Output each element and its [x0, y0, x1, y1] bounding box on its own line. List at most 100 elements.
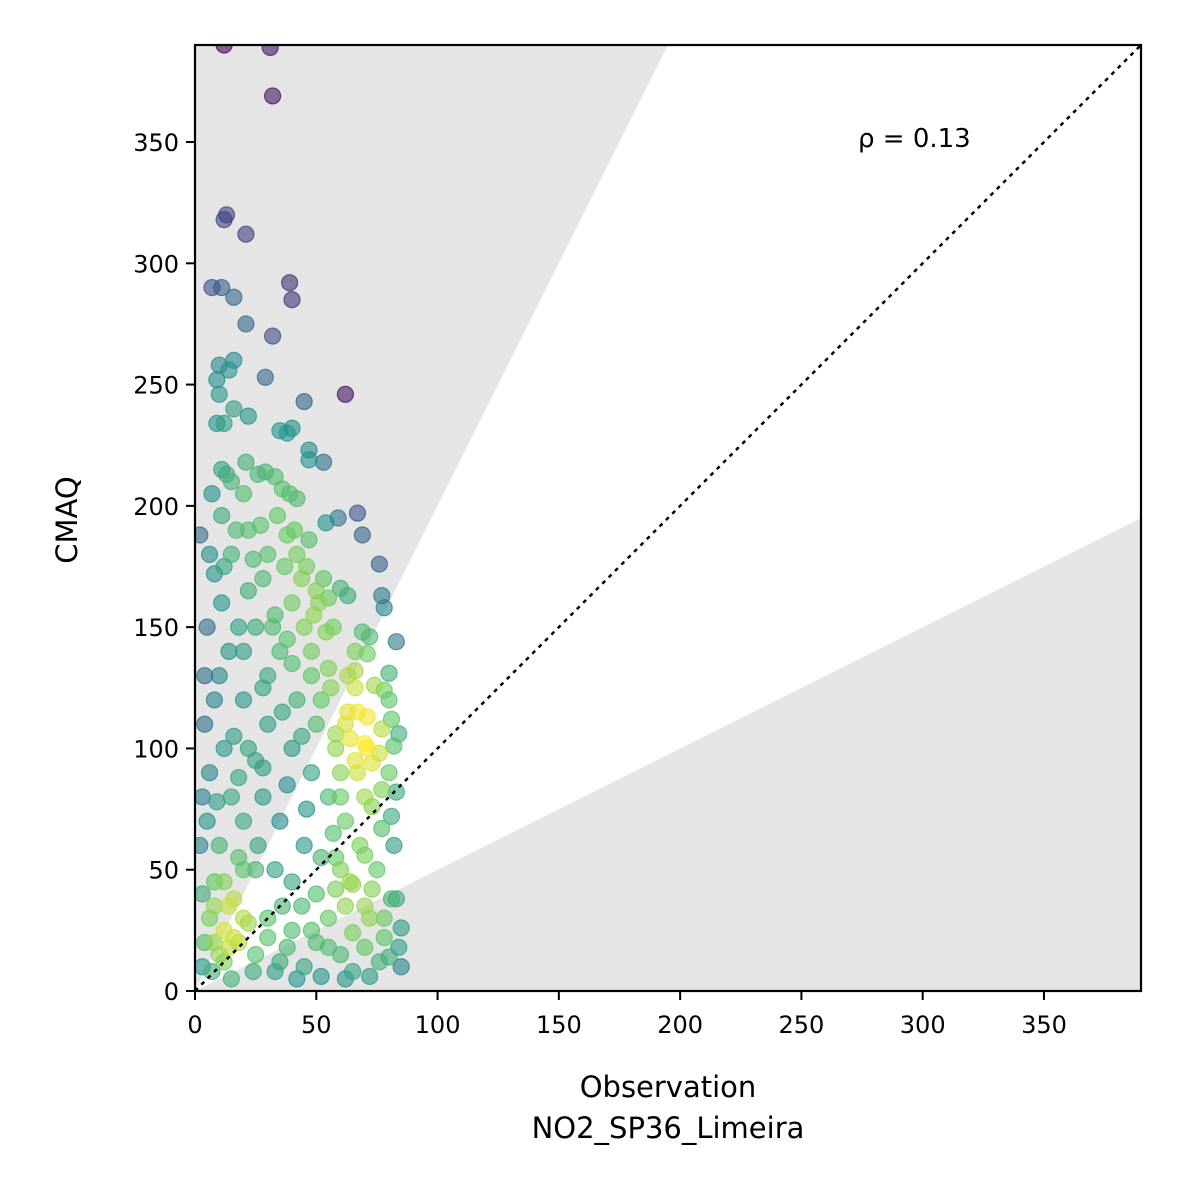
scatter-point [380, 664, 398, 682]
x-tick-label: 300 [900, 1011, 946, 1039]
scatter-point [196, 715, 214, 733]
scatter-point [375, 909, 393, 927]
scatter-point [293, 897, 311, 915]
scatter-point [234, 485, 253, 503]
scatter-point [215, 414, 233, 432]
scatter-point [348, 504, 367, 522]
scatter-point [259, 667, 277, 685]
scatter-point [331, 861, 350, 879]
scatter-point [203, 962, 221, 981]
scatter-point [295, 958, 313, 976]
scatter-point [297, 800, 316, 818]
scatter-point [295, 836, 313, 855]
scatter-point [273, 897, 291, 915]
x-tick-label: 150 [536, 1011, 582, 1039]
scatter-point [324, 824, 342, 842]
scatter-point [256, 368, 274, 386]
shaded-band-0 [195, 45, 668, 991]
scatter-point [234, 642, 253, 661]
x-axis: 0 50 100 150 200 250 300 350 [187, 991, 1067, 1039]
y-tick-label: 200 [133, 493, 179, 521]
scatter-point [222, 788, 240, 806]
scatter-point [283, 739, 301, 758]
scatter-point [259, 929, 277, 947]
scatter-point [234, 691, 253, 709]
scatter-point [312, 848, 330, 867]
scatter-point [382, 807, 401, 825]
x-tick-label: 250 [779, 1011, 825, 1039]
y-axis: 0 50 100 150 200 250 300 350 [133, 129, 195, 1006]
scatter-point [259, 545, 277, 563]
annotation-rho: ρ = 0.13 [858, 124, 971, 154]
scatter-point [198, 618, 216, 636]
scatter-point [261, 45, 279, 57]
scatter-point [336, 812, 354, 830]
x-tick-label: 200 [657, 1011, 703, 1039]
scatter-point [300, 451, 318, 469]
scatter-point [237, 453, 255, 471]
scatter-point [288, 545, 306, 563]
scatter-point [205, 691, 224, 709]
scatter-point [205, 897, 224, 915]
scatter-point [220, 897, 238, 915]
scatter-point [213, 278, 231, 297]
scatter-point [266, 606, 284, 624]
scatter-point [281, 274, 299, 292]
scatter-point [244, 962, 262, 981]
scatter-point [295, 392, 313, 411]
scatter-point [210, 667, 228, 685]
scatter-point [215, 921, 233, 939]
scatter-point [215, 739, 233, 758]
scatter-point [302, 764, 321, 782]
scatter-point [307, 715, 325, 733]
scatter-point [346, 679, 364, 697]
scatter-point [380, 764, 398, 782]
scatter-point [317, 623, 335, 641]
scatter-point [356, 938, 374, 956]
scatter-point [266, 861, 284, 879]
scatter-point [368, 861, 386, 879]
scatter-point [215, 45, 233, 54]
scatter-point [327, 880, 345, 898]
scatter-point [305, 606, 323, 624]
scatter-point [283, 594, 301, 612]
scatter-point [225, 727, 243, 745]
scatter-point [387, 783, 405, 801]
scatter-point [234, 861, 253, 879]
scatter-point [234, 812, 253, 830]
scatter-point [254, 570, 272, 588]
scatter-point [215, 873, 233, 891]
x-tick-label: 0 [187, 1011, 202, 1039]
scatter-point [225, 400, 243, 418]
scatter-point [230, 768, 248, 787]
y-tick-label: 250 [133, 372, 179, 400]
shaded-band-1 [195, 518, 1141, 991]
scatter-point [288, 691, 306, 709]
scatter-point [387, 633, 405, 651]
scatter-point [382, 890, 401, 908]
scatter-point [373, 720, 391, 738]
scatter-point [271, 812, 289, 830]
scatter-point [351, 836, 369, 855]
scatter-point [353, 526, 371, 544]
scatter-point [244, 550, 262, 568]
scatter-point [268, 506, 287, 525]
x-tick-label: 350 [1021, 1011, 1067, 1039]
scatter-point [295, 618, 313, 636]
scatter-point [215, 211, 233, 229]
scatter-point [336, 897, 354, 915]
scatter-point [312, 691, 330, 709]
scatter-point [273, 703, 291, 721]
scatter-point [373, 781, 391, 799]
y-tick-label: 50 [148, 857, 179, 885]
scatter-point [293, 570, 311, 588]
scatter-point [200, 764, 219, 782]
scatter-point [319, 909, 338, 927]
plot-frame [193, 43, 1143, 993]
scatter-point [365, 676, 384, 694]
scatter-point [392, 919, 410, 937]
x-axis-subtitle: NO2_SP36_Limeira [532, 1111, 805, 1145]
scatter-point [278, 938, 296, 956]
y-tick-label: 350 [133, 129, 179, 157]
